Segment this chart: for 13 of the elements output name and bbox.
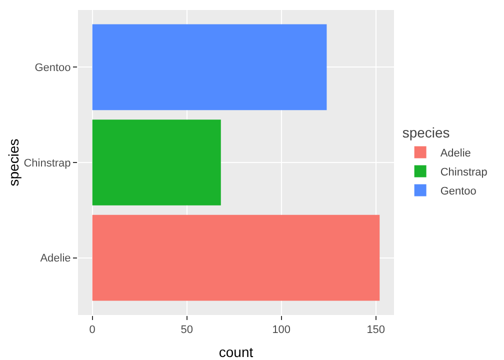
x-axis-title: count xyxy=(218,344,254,360)
y-tick-label: Chinstrap xyxy=(24,157,71,170)
legend-label: Gentoo xyxy=(440,185,476,198)
legend-title: species xyxy=(402,124,450,141)
x-tick-label: 150 xyxy=(366,324,386,336)
y-tick-label: Adelie xyxy=(40,252,71,265)
legend-label: Chinstrap xyxy=(440,166,488,178)
x-tick-label: 50 xyxy=(180,324,193,336)
y-axis-title: species xyxy=(6,138,22,186)
x-tick-label: 100 xyxy=(272,324,291,336)
x-tick-label: 0 xyxy=(89,324,96,336)
legend-label: Adelie xyxy=(440,147,471,160)
y-tick-label: Gentoo xyxy=(34,62,71,74)
